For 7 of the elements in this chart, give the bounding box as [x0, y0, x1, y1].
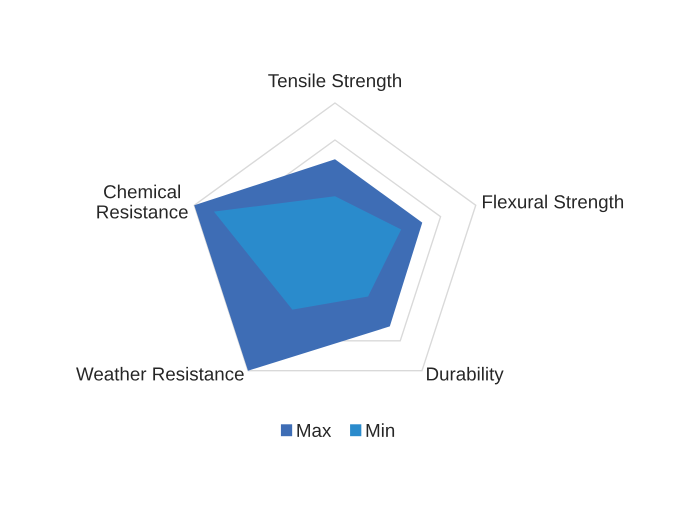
- spoke-label: Weather Resistance: [76, 366, 244, 381]
- legend-label: Max: [297, 424, 332, 438]
- legend-label: Min: [366, 423, 394, 437]
- spoke-label: Chemical Resistance: [97, 184, 188, 219]
- spoke-label: Flexural Strength: [483, 194, 624, 212]
- spoke-label: Durability: [427, 366, 504, 384]
- spoke-label: Tensile Strength: [268, 74, 402, 91]
